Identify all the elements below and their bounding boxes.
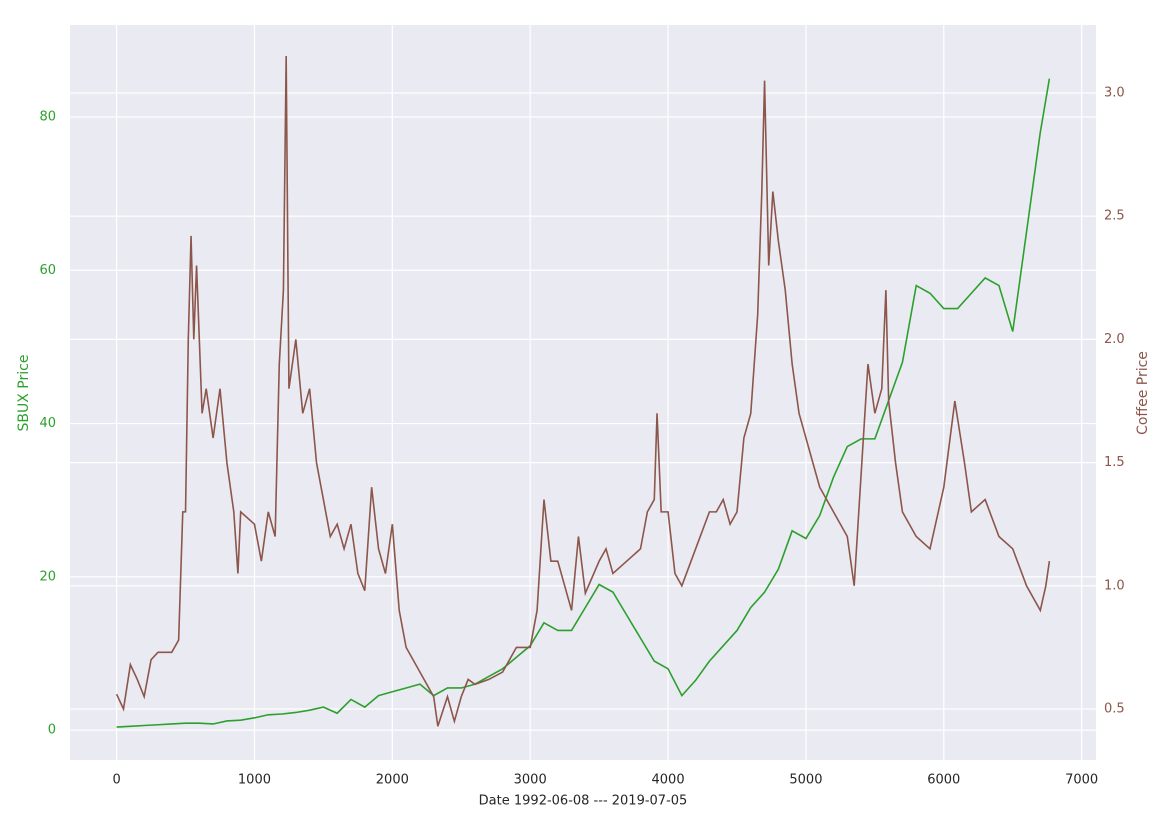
x-tick-label: 5000 — [789, 773, 822, 788]
y2-tick-label: 2.5 — [1104, 209, 1125, 224]
x-tick-label: 1000 — [238, 773, 271, 788]
y-axis-label: SBUX Price — [16, 355, 32, 432]
y2-tick-label: 0.5 — [1104, 701, 1125, 716]
y-tick-label: 40 — [39, 416, 56, 431]
y2-tick-label: 3.0 — [1104, 86, 1125, 101]
y-tick-label: 20 — [39, 569, 56, 584]
y2-axis-label: Coffee Price — [1135, 351, 1151, 435]
x-tick-label: 7000 — [1065, 773, 1098, 788]
x-tick-label: 6000 — [927, 773, 960, 788]
y-tick-label: 0 — [48, 723, 56, 738]
x-tick-label: 2000 — [376, 773, 409, 788]
x-axis-label: Date 1992-06-08 --- 2019-07-05 — [479, 794, 688, 809]
y-tick-label: 80 — [39, 109, 56, 124]
x-tick-label: 0 — [112, 773, 120, 788]
y-tick-label: 60 — [39, 263, 56, 278]
y2-tick-label: 2.0 — [1104, 332, 1125, 347]
line-series — [116, 78, 1051, 728]
x-tick-label: 3000 — [514, 773, 547, 788]
y2-tick-label: 1.5 — [1104, 455, 1125, 470]
y2-tick-label: 1.0 — [1104, 578, 1125, 593]
x-tick-label: 4000 — [652, 773, 685, 788]
plot-area — [70, 25, 1096, 760]
line-series — [115, 56, 1051, 727]
